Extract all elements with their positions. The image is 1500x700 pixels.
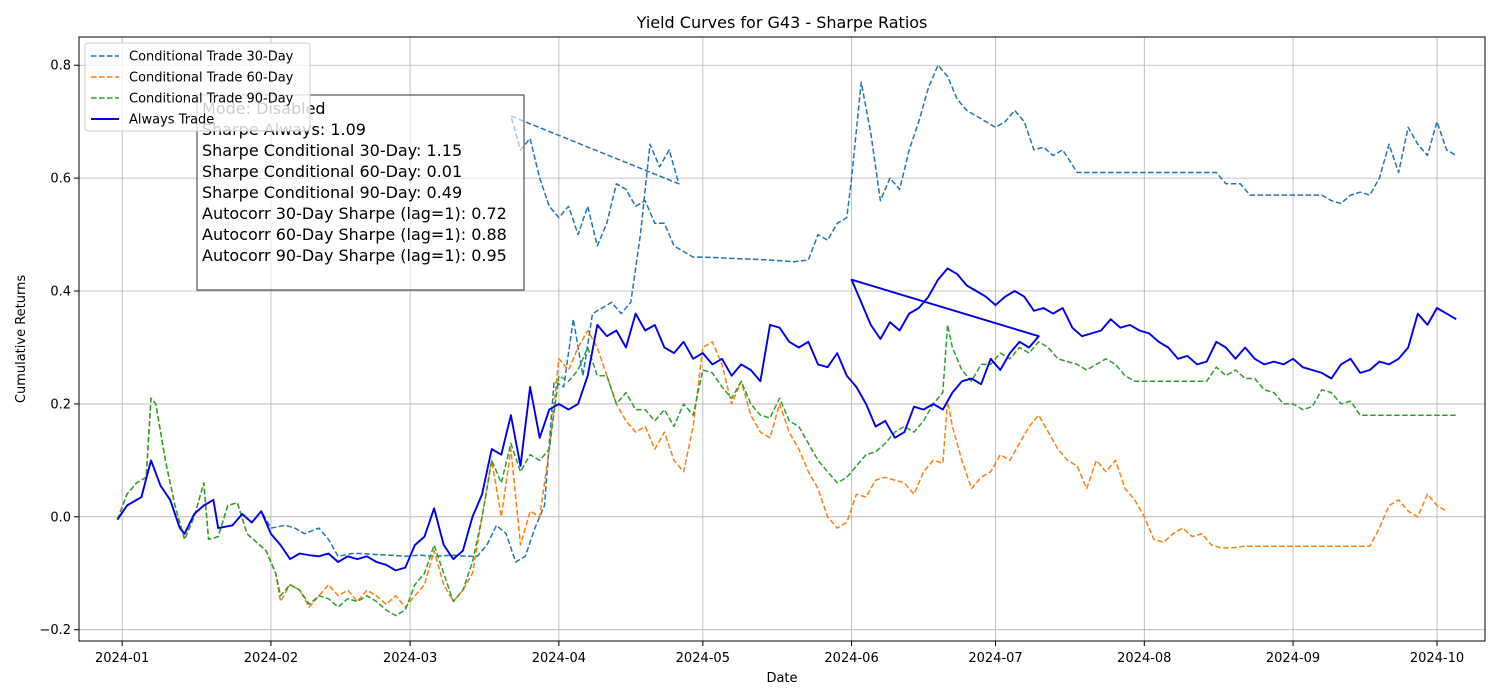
x-tick-label: 2024-07	[968, 651, 1022, 666]
y-tick-label: 0.6	[50, 172, 71, 187]
series-line-4	[116, 267, 1457, 572]
legend-frame	[84, 42, 311, 132]
x-tick-label: 2024-09	[1266, 651, 1320, 666]
y-tick-label: 0.8	[50, 59, 71, 74]
legend-label: Conditional Trade 60-Day	[129, 71, 294, 86]
x-tick-label: 2024-10	[1410, 651, 1464, 666]
y-axis: −0.2 0.0 0.2 0.4 0.6 0.8	[39, 59, 79, 638]
annotation-line: Autocorr 60-Day Sharpe (lag=1): 0.88	[202, 225, 507, 244]
series-line-3	[116, 324, 1457, 617]
annotation-line: Autocorr 90-Day Sharpe (lag=1): 0.95	[202, 246, 507, 265]
x-tick-label: 2024-05	[676, 651, 730, 666]
legend-label: Conditional Trade 30-Day	[129, 50, 294, 65]
y-tick-label: 0.0	[50, 510, 71, 525]
x-tick-label: 2024-08	[1117, 651, 1171, 666]
y-axis-label: Cumulative Returns	[14, 275, 29, 403]
annotation-line: Sharpe Conditional 30-Day: 1.15	[202, 141, 462, 160]
y-tick-label: −0.2	[39, 623, 71, 638]
x-tick-label: 2024-01	[95, 651, 149, 666]
y-tick-label: 0.2	[50, 397, 71, 412]
series-line-1	[116, 64, 1457, 563]
series-layer	[116, 64, 1457, 617]
x-axis: 2024-01 2024-02 2024-03 2024-04 2024-05 2024-…	[95, 641, 1464, 666]
annotation-line: Sharpe Conditional 60-Day: 0.01	[202, 162, 462, 181]
x-axis-label: Date	[766, 671, 797, 686]
x-tick-label: 2024-03	[383, 651, 437, 666]
annotation-line: Autocorr 30-Day Sharpe (lag=1): 0.72	[202, 204, 507, 223]
x-tick-label: 2024-06	[824, 651, 878, 666]
legend-label: Always Trade	[129, 113, 214, 128]
x-tick-label: 2024-04	[532, 651, 586, 666]
annotation-line: Sharpe Conditional 90-Day: 0.49	[202, 183, 462, 202]
chart-title: Yield Curves for G43 - Sharpe Ratios	[636, 13, 928, 32]
series-line-2	[116, 329, 1447, 608]
legend-label: Conditional Trade 90-Day	[129, 92, 294, 107]
y-tick-label: 0.4	[50, 285, 71, 300]
legend: Conditional Trade 30-Day Conditional Trad…	[84, 42, 311, 132]
x-tick-label: 2024-02	[244, 651, 298, 666]
plot-frame	[78, 36, 1486, 642]
